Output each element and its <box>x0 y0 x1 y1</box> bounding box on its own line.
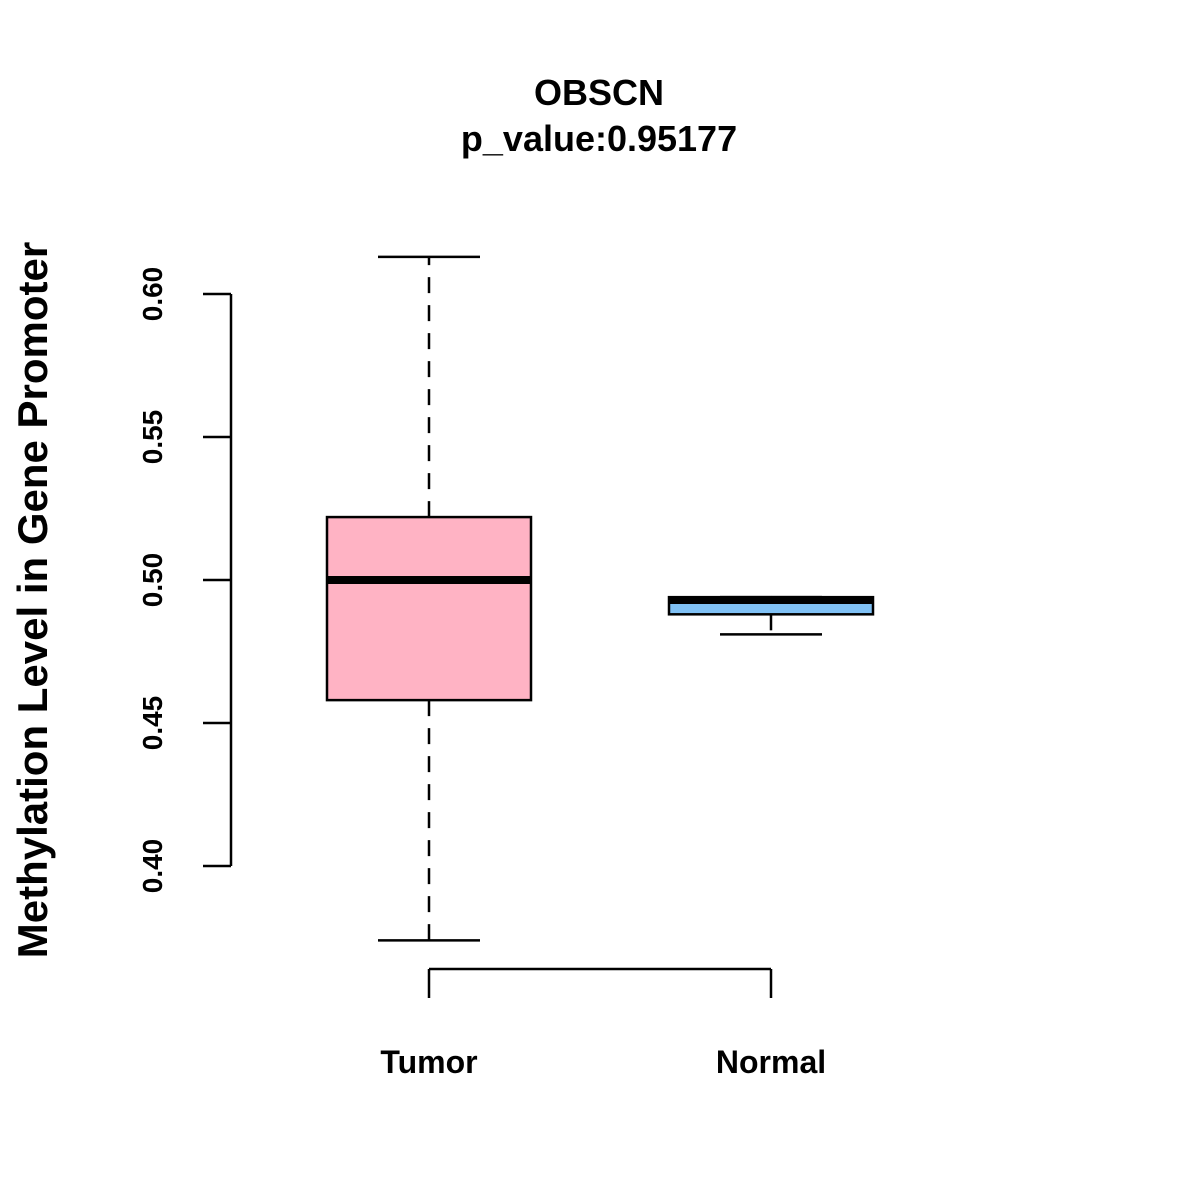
box-tumor <box>325 255 533 942</box>
x-axis: Tumor Normal <box>380 967 826 1080</box>
boxes-group <box>325 255 875 942</box>
box-rect <box>325 515 533 702</box>
y-axis: 0.40 0.45 0.50 0.55 0.60 <box>137 267 233 894</box>
chart-title: OBSCN <box>534 72 664 113</box>
chart-subtitle: p_value:0.95177 <box>461 118 737 159</box>
x-tick-label: Tumor <box>380 1044 477 1080</box>
y-tick-label: 0.50 <box>137 553 168 608</box>
y-axis-label: Methylation Level in Gene Promoter <box>9 242 56 958</box>
box-normal <box>667 595 875 636</box>
y-tick-label: 0.55 <box>137 410 168 465</box>
x-tick-label: Normal <box>716 1044 826 1080</box>
y-tick-label: 0.60 <box>137 267 168 322</box>
y-tick-label: 0.45 <box>137 696 168 751</box>
y-tick-label: 0.40 <box>137 839 168 894</box>
